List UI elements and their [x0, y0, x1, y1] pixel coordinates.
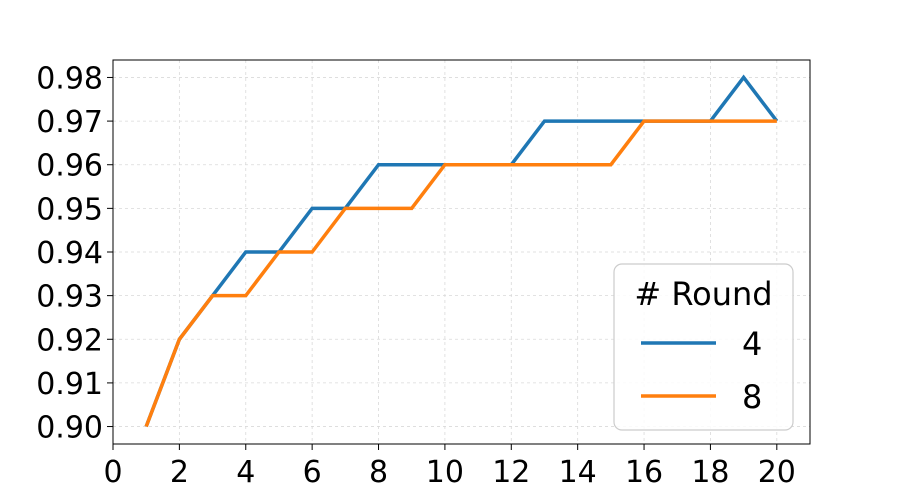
y-tick-label: 0.97 — [36, 105, 103, 140]
y-tick-label: 0.96 — [36, 149, 103, 184]
x-tick-label: 12 — [492, 455, 530, 490]
x-tick-label: 8 — [369, 455, 388, 490]
x-tick-label: 18 — [691, 455, 729, 490]
legend-title: # Round — [634, 275, 772, 313]
legend: # Round 4 8 — [613, 263, 794, 431]
y-tick-label: 0.93 — [36, 280, 103, 315]
x-tick-label: 20 — [758, 455, 796, 490]
x-tick-label: 16 — [625, 455, 663, 490]
series-line-8 — [144, 119, 777, 428]
x-tick-label: 0 — [103, 455, 122, 490]
y-tick-label: 0.94 — [36, 236, 103, 271]
legend-label-8: 8 — [742, 378, 762, 416]
y-tick-label: 0.98 — [36, 61, 103, 96]
series-lines — [144, 74, 779, 428]
legend-label-4: 4 — [742, 325, 762, 363]
grid — [112, 60, 810, 444]
x-tick-label: 6 — [303, 455, 322, 490]
x-tick-label: 14 — [559, 455, 597, 490]
y-tick-label: 0.92 — [36, 323, 103, 358]
y-tick-label: 0.91 — [36, 367, 103, 402]
y-tick-label: 0.95 — [36, 192, 103, 227]
legend-box — [613, 263, 794, 431]
x-tick-label: 4 — [236, 455, 255, 490]
y-tick-label: 0.90 — [36, 411, 103, 446]
x-tick-label: 10 — [426, 455, 464, 490]
x-tick-label: 2 — [170, 455, 189, 490]
x-axis: 0 2 4 6 8 10 12 14 16 18 20 — [103, 444, 796, 490]
y-axis: 0.90 0.91 0.92 0.93 0.94 0.95 0.96 0.97 0.98 — [36, 61, 113, 446]
